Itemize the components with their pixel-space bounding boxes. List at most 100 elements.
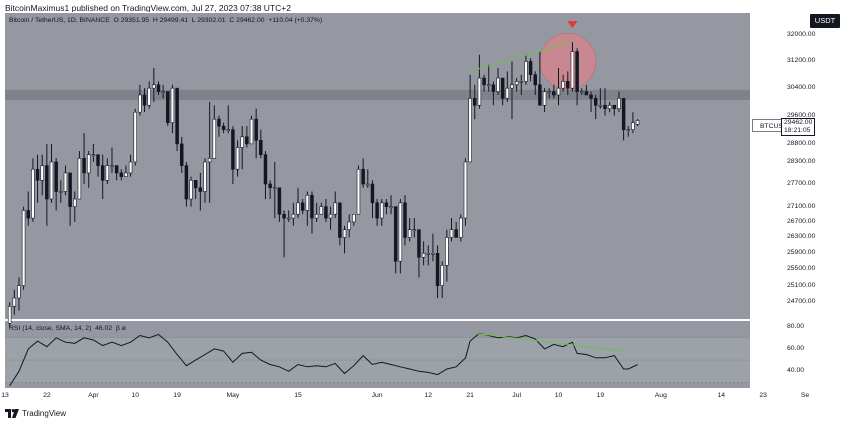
bear-candle [393, 206, 398, 262]
bull-candle [580, 91, 584, 93]
bull-candle [505, 87, 510, 99]
bull-candle [459, 217, 463, 238]
time-tick-label: Jun [371, 392, 383, 399]
bull-candle [510, 84, 514, 89]
bull-candle [124, 172, 128, 177]
countdown-value: 18:21:05 [784, 127, 811, 134]
bear-candle [454, 229, 458, 238]
bull-candle [352, 213, 356, 223]
footer: TradingView [5, 407, 66, 419]
open-label: O [113, 17, 119, 24]
bull-candle [398, 202, 403, 262]
bear-candle [54, 161, 58, 192]
bull-candle [73, 198, 77, 207]
bull-candle [617, 98, 621, 110]
bear-candle [263, 154, 268, 185]
bear-candle [612, 104, 617, 110]
bear-candle [361, 168, 365, 185]
rsi-tick-label: 40.00 [787, 367, 805, 375]
low-label: L [191, 17, 196, 24]
bear-candle [300, 202, 305, 211]
currency-badge[interactable]: USDT [810, 14, 840, 28]
bull-candle [21, 210, 26, 286]
bear-candle [282, 213, 286, 219]
bear-candle [473, 98, 477, 106]
bull-candle [519, 81, 524, 83]
bull-candle [342, 229, 347, 238]
time-tick-label: 19 [596, 392, 605, 399]
time-tick-label: Jul [512, 392, 521, 399]
rsi-label: RSI (14, close, SMA, 14, 2) [9, 325, 92, 332]
bull-candle [128, 161, 133, 174]
bull-candle [203, 161, 207, 192]
price-tick-label: 31200.00 [787, 57, 816, 65]
bull-candle [380, 202, 384, 219]
bull-candle [319, 206, 324, 215]
bear-candle [184, 165, 189, 200]
time-tick-label: 22 [43, 392, 51, 399]
bull-candle [226, 129, 230, 131]
bull-candle [477, 77, 482, 106]
bull-candle [463, 161, 468, 219]
bear-candle [268, 183, 272, 189]
bear-candle [500, 77, 505, 99]
bear-candle [221, 125, 226, 130]
time-tick-label: Apr [88, 392, 99, 399]
bear-candle [403, 202, 407, 238]
bull-candle [412, 229, 417, 231]
price-tick-label: 29600.00 [787, 111, 816, 119]
close-value: 29462.00 [236, 17, 265, 24]
bull-candle [347, 221, 351, 230]
price-tick-label: 26700.00 [787, 217, 816, 225]
bear-candle [533, 74, 537, 86]
bear-candle [245, 136, 249, 145]
bear-candle [180, 143, 184, 166]
bear-candle [603, 104, 607, 110]
bear-candle [584, 91, 589, 96]
bull-candle [570, 51, 575, 89]
bear-candle [254, 118, 258, 141]
price-tick-label: 28800.00 [787, 139, 816, 147]
bear-candle [231, 129, 235, 170]
bull-candle [635, 120, 640, 125]
bull-candle [631, 122, 635, 130]
last-price-value: 29462.00 [784, 119, 813, 126]
low-value: 29302.01 [197, 17, 226, 24]
bull-candle [105, 165, 110, 181]
time-tick-label: 13 [1, 392, 9, 399]
bull-candle [17, 285, 21, 299]
price-axis[interactable] [752, 13, 814, 388]
brand-name: TradingView [22, 408, 67, 418]
bearish-arrow-icon [567, 21, 578, 29]
bear-candle [575, 51, 579, 92]
price-tick-label: 25900.00 [787, 249, 816, 257]
bear-candle [482, 77, 486, 86]
price-tick-label: 25500.00 [787, 265, 816, 273]
bull-candle [445, 237, 449, 266]
time-tick-label: 23 [759, 392, 767, 399]
bull-candle [314, 213, 319, 219]
bull-candle [49, 161, 54, 200]
time-tick-label: May [226, 392, 240, 399]
symbol-label: Bitcoin / TetherUS, 1D, BINANCE [9, 17, 110, 24]
change-value: +110.04 (+0.37%) [268, 17, 323, 24]
price-tick-label: 28300.00 [787, 157, 816, 165]
bull-candle [7, 306, 12, 324]
bear-candle [198, 187, 203, 192]
bull-candle [468, 98, 472, 163]
time-tick-label: Se [800, 392, 810, 399]
time-tick-label: 15 [294, 392, 302, 399]
bear-candle [166, 91, 170, 123]
price-tick-label: 24700.00 [787, 298, 816, 306]
resistance-zone [5, 89, 750, 101]
bear-candle [277, 187, 282, 215]
bear-candle [96, 154, 100, 166]
bull-candle [626, 129, 630, 131]
bull-candle [86, 154, 91, 174]
bear-candle [26, 210, 30, 219]
bull-candle [496, 77, 500, 92]
bull-candle [449, 229, 454, 238]
bull-candle [556, 87, 561, 96]
price-tick-label: 30400.00 [787, 84, 816, 92]
bull-candle [598, 104, 603, 107]
